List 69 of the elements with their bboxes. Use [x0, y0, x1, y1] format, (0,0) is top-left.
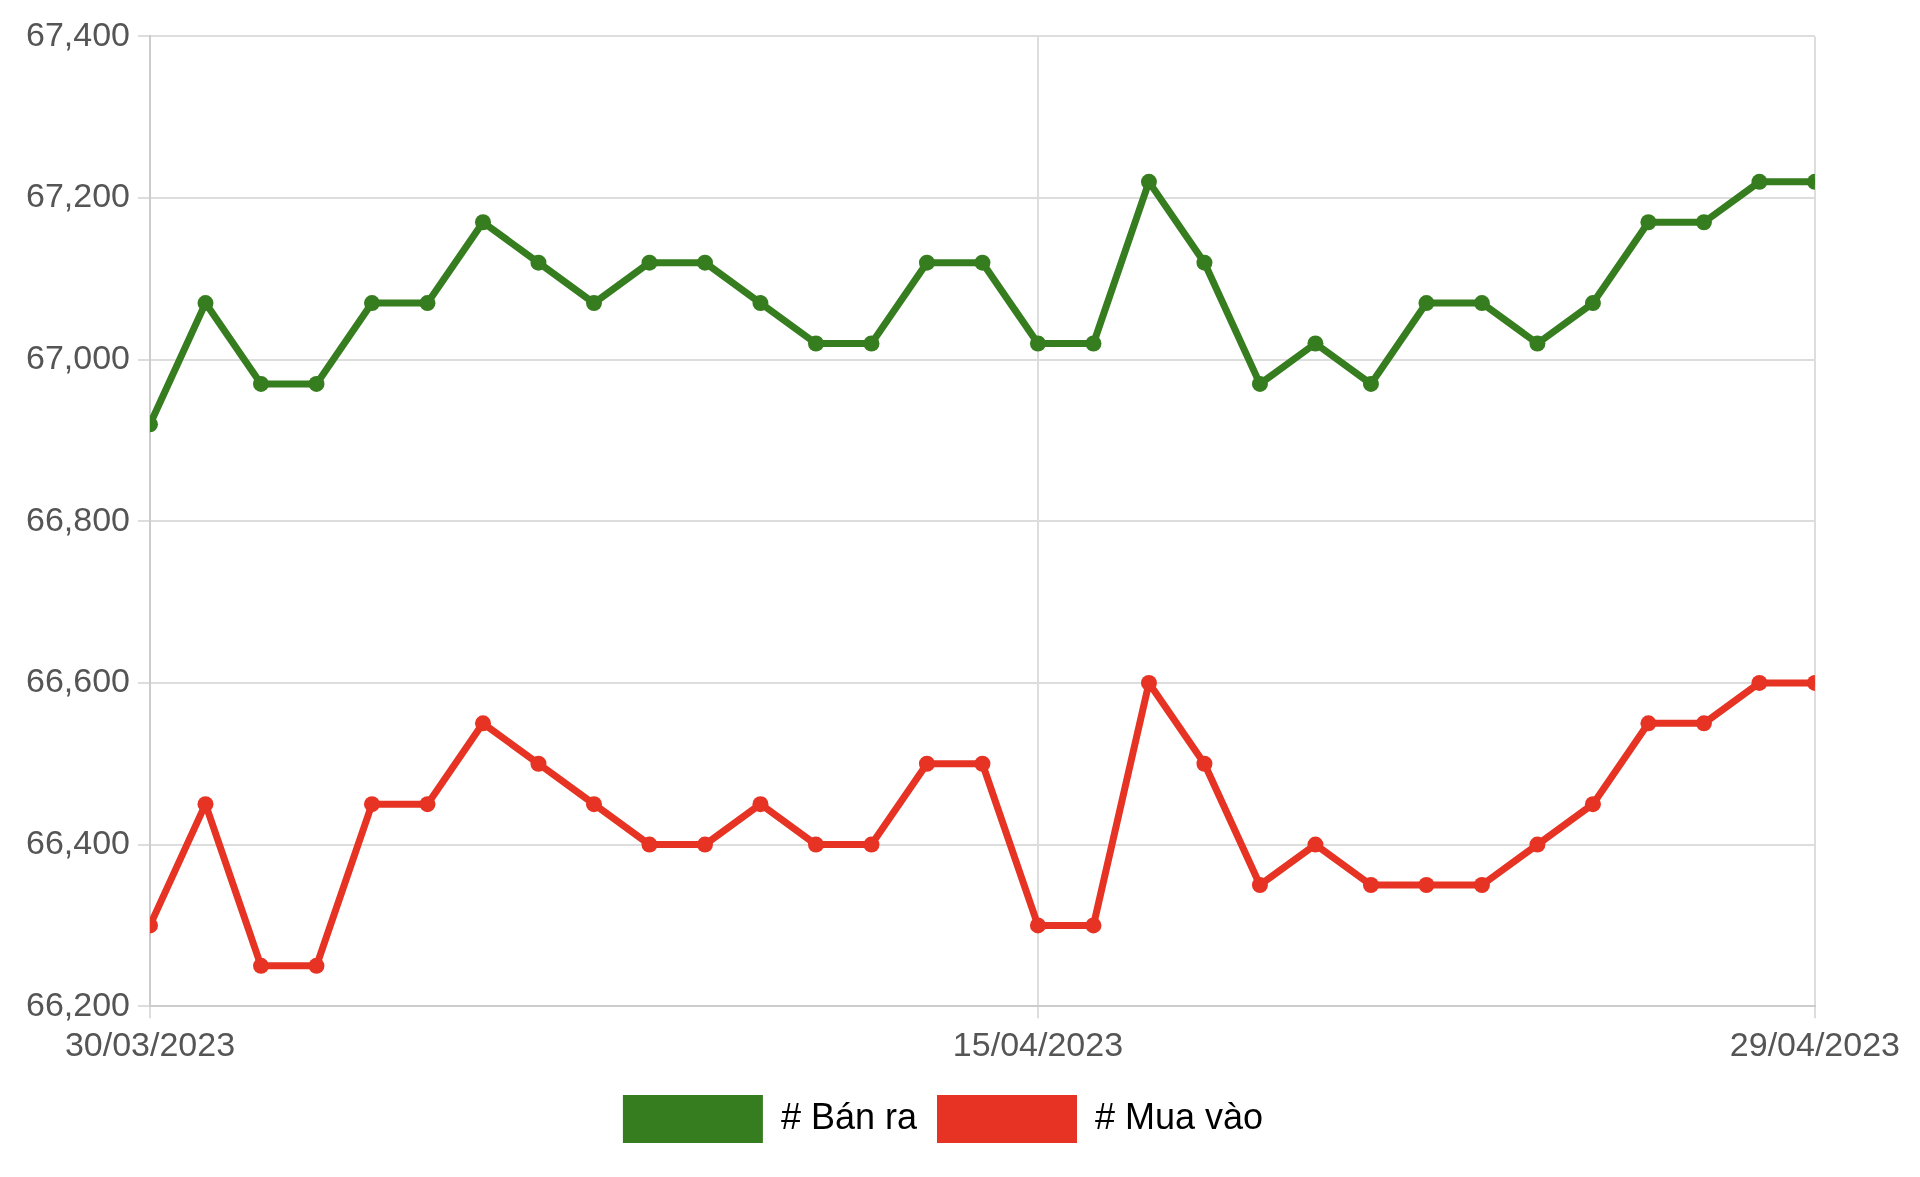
y-tick-label: 66,400 — [25, 822, 130, 861]
point — [1695, 715, 1712, 732]
point — [641, 836, 658, 853]
point — [1751, 173, 1768, 190]
point — [807, 335, 824, 352]
y-tick-label: 67,000 — [25, 338, 130, 377]
point — [363, 796, 380, 813]
point — [419, 295, 436, 312]
point — [474, 214, 491, 231]
x-tick-label: 15/04/2023 — [952, 1024, 1124, 1063]
point — [1140, 674, 1157, 691]
point — [974, 254, 991, 271]
point — [1473, 876, 1490, 893]
point — [1529, 836, 1546, 853]
point — [696, 254, 713, 271]
point — [1640, 715, 1657, 732]
point — [308, 957, 325, 974]
y-tick-label: 67,200 — [25, 176, 130, 215]
point — [1418, 295, 1435, 312]
point — [1251, 375, 1268, 392]
point — [752, 295, 769, 312]
point — [1085, 335, 1102, 352]
point — [530, 254, 547, 271]
y-tick-label: 66,200 — [25, 984, 130, 1023]
point — [918, 254, 935, 271]
point — [1029, 917, 1046, 934]
point — [1584, 796, 1601, 813]
point — [363, 295, 380, 312]
point — [974, 755, 991, 772]
point — [1307, 335, 1324, 352]
point — [1196, 254, 1213, 271]
point — [1251, 876, 1268, 893]
point — [752, 796, 769, 813]
point — [474, 715, 491, 732]
point — [1140, 173, 1157, 190]
point — [1695, 214, 1712, 231]
point — [585, 295, 602, 312]
y-tick-label: 66,800 — [25, 499, 130, 538]
point — [1584, 295, 1601, 312]
legend-label: # Bán ra — [780, 1095, 918, 1137]
point — [918, 755, 935, 772]
point — [197, 295, 214, 312]
point — [1640, 214, 1657, 231]
point — [1362, 375, 1379, 392]
y-tick-label: 67,400 — [25, 14, 130, 53]
point — [1473, 295, 1490, 312]
point — [863, 836, 880, 853]
point — [807, 836, 824, 853]
point — [1307, 836, 1324, 853]
point — [419, 796, 436, 813]
point — [308, 375, 325, 392]
x-tick-label: 29/04/2023 — [1729, 1024, 1900, 1063]
point — [585, 796, 602, 813]
legend-label: # Mua vào — [1095, 1095, 1264, 1137]
point — [530, 755, 547, 772]
point — [1085, 917, 1102, 934]
point — [641, 254, 658, 271]
y-tick-label: 66,600 — [25, 661, 130, 700]
point — [1751, 674, 1768, 691]
point — [1029, 335, 1046, 352]
point — [1418, 876, 1435, 893]
point — [252, 375, 269, 392]
point — [1362, 876, 1379, 893]
point — [1196, 755, 1213, 772]
point — [252, 957, 269, 974]
point — [1529, 335, 1546, 352]
x-tick-label: 30/03/2023 — [64, 1024, 236, 1063]
point — [696, 836, 713, 853]
point — [863, 335, 880, 352]
